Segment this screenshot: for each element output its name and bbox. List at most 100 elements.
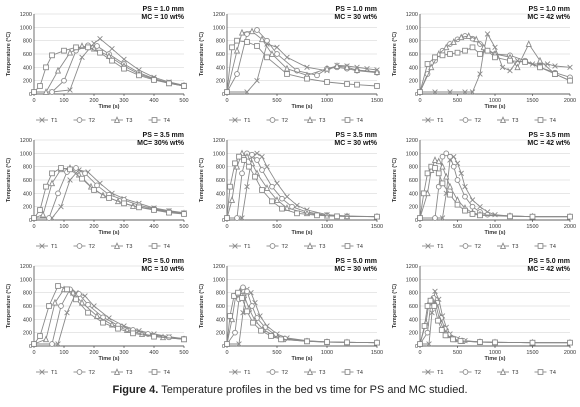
data-point	[304, 338, 310, 345]
data-point	[314, 72, 320, 79]
data-point	[239, 215, 245, 221]
chart-title: PS = 1.0 mm MC = 42 wt%	[527, 6, 570, 21]
data-point	[258, 35, 266, 43]
chart-panel: 0 200 400 600 800 1000 1200 0 500 1000 1500 2000 Tim…	[388, 4, 578, 126]
y-tick-label: 1200	[213, 12, 225, 18]
x-tick-label: 1500	[371, 350, 383, 356]
data-point	[235, 289, 241, 296]
data-point	[151, 77, 157, 83]
data-point	[432, 54, 438, 61]
chart-panel: 0 200 400 600 800 1000 1200 0 500 1000 1500 2000 Tim…	[388, 256, 578, 378]
data-point	[78, 298, 86, 306]
data-point	[233, 46, 241, 54]
data-point	[343, 63, 351, 71]
legend-item: T4	[534, 117, 556, 124]
x-tick-label: 400	[149, 350, 158, 356]
x-tick-label: 0	[32, 98, 35, 104]
data-point	[469, 203, 476, 210]
data-point	[465, 32, 472, 39]
data-point	[31, 215, 37, 221]
x-tick-label: 500	[179, 350, 188, 356]
chart-title-line: MC = 10 wt%	[141, 14, 184, 21]
data-point	[439, 153, 446, 160]
data-point	[499, 64, 506, 71]
legend-marker	[151, 117, 158, 123]
chart-title-line: MC = 30 wt%	[334, 14, 377, 21]
x-tick-label: 300	[119, 98, 128, 104]
data-point	[264, 54, 270, 61]
data-point	[424, 303, 431, 309]
legend-label: T1	[437, 244, 443, 250]
data-point	[252, 173, 258, 180]
data-point	[42, 88, 50, 95]
data-point	[421, 323, 428, 329]
y-tick-label: 600	[409, 304, 418, 310]
data-point	[91, 303, 97, 309]
data-point	[109, 45, 115, 52]
y-tick-label: 0	[29, 218, 32, 224]
y-tick-label: 1000	[20, 25, 32, 31]
data-point	[85, 309, 91, 316]
series-line	[419, 35, 571, 93]
y-tick-label: 800	[216, 165, 225, 171]
data-point	[43, 64, 49, 71]
y-tick-label: 600	[23, 304, 32, 310]
x-tick-label: 500	[453, 98, 462, 104]
data-point	[304, 64, 310, 71]
y-tick-label: 800	[216, 291, 225, 297]
data-point	[244, 308, 250, 315]
legend-item: T4	[534, 243, 556, 250]
data-point	[236, 153, 242, 160]
data-point	[428, 63, 435, 71]
chart-grid: 0 200 400 600 800 1000 1200 0 100 200 300 400 500 Tim…	[2, 4, 578, 378]
line-chart: 0 200 400 600 800 1000 1200 0 100 200 300 400 500 Tim…	[6, 258, 189, 376]
x-tick-label: 500	[272, 224, 281, 230]
chart-panel: 0 200 400 600 800 1000 1200 0 100 200 300 400 500 Tim…	[2, 4, 192, 126]
legend-marker	[425, 117, 431, 123]
data-point	[227, 183, 233, 190]
data-point	[457, 338, 464, 344]
data-point	[443, 43, 450, 51]
legend-label: T1	[437, 370, 443, 376]
legend-label: T4	[164, 370, 170, 376]
legend-item: T4	[341, 117, 363, 124]
data-point	[477, 203, 483, 210]
data-point	[324, 339, 330, 345]
y-tick-label: 1000	[20, 277, 32, 283]
y-tick-label: 1000	[20, 151, 32, 157]
legend-marker	[499, 368, 507, 375]
data-point	[283, 64, 291, 72]
data-point	[274, 180, 280, 187]
series-line	[226, 152, 378, 219]
y-tick-label: 200	[409, 79, 418, 85]
legend-label: T1	[51, 118, 57, 124]
y-axis-label: Temperature (°C)	[392, 158, 398, 202]
legend-item: T4	[148, 243, 170, 250]
chart-title-line: PS = 1.0 mm	[336, 6, 377, 13]
data-point	[264, 37, 270, 44]
data-point	[58, 303, 64, 309]
data-point	[234, 37, 240, 44]
y-tick-label: 0	[222, 344, 225, 350]
y-tick-label: 400	[409, 191, 418, 197]
data-point	[477, 41, 483, 47]
legend-label: T4	[357, 370, 363, 376]
data-point	[76, 291, 82, 297]
data-point	[323, 64, 331, 72]
y-tick-label: 600	[409, 178, 418, 184]
data-point	[514, 57, 521, 64]
legend-item: T1	[229, 369, 250, 376]
data-point	[91, 187, 97, 193]
data-point	[304, 75, 310, 82]
data-point	[166, 80, 172, 87]
x-tick-label: 500	[272, 98, 281, 104]
x-axis-label: Time (s)	[292, 230, 313, 236]
data-point	[268, 50, 276, 57]
data-point	[49, 52, 55, 59]
data-point	[232, 160, 238, 167]
data-point	[249, 303, 255, 309]
chart-title: PS = 3.5 mm MC = 42 wt%	[527, 132, 570, 147]
data-point	[73, 165, 79, 171]
data-point	[55, 283, 61, 289]
y-tick-label: 0	[29, 344, 32, 350]
